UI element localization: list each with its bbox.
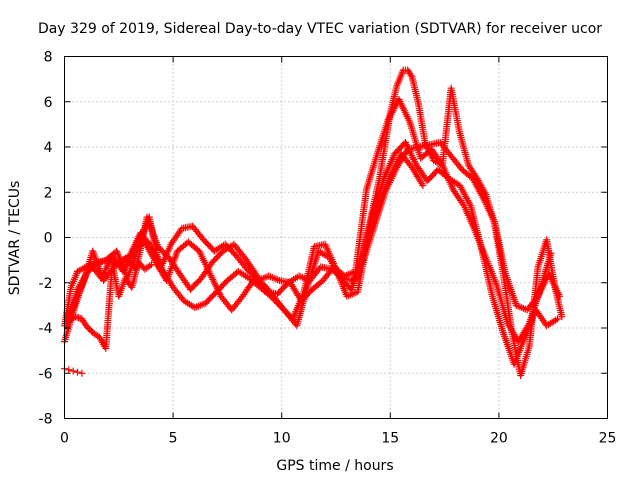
y-tick-label: 4 — [44, 140, 53, 156]
data-point — [554, 315, 561, 323]
y-tick-label: -6 — [39, 366, 53, 382]
x-tick-label: 20 — [490, 431, 508, 447]
data-point — [419, 182, 427, 189]
y-tick-label: -4 — [39, 321, 53, 337]
data-point — [407, 71, 415, 79]
y-tick-label: -2 — [39, 276, 53, 292]
data-point — [146, 262, 154, 270]
y-tick-label: 2 — [44, 185, 53, 201]
x-axis-label: GPS time / hours — [276, 458, 393, 474]
x-tick-label: 10 — [273, 431, 291, 447]
y-tick-label: -8 — [39, 412, 53, 428]
y-tick-label: 8 — [44, 50, 53, 66]
x-tick-labels: 0 5 10 15 20 25 — [60, 431, 616, 447]
y-tick-label: 6 — [44, 95, 53, 111]
data-points — [61, 66, 566, 379]
data-point — [315, 265, 323, 273]
y-tick-label: 0 — [44, 231, 53, 247]
data-point — [69, 367, 77, 375]
y-tick-labels: -8 -6 -4 -2 0 2 4 6 8 — [39, 50, 53, 428]
chart-title: Day 329 of 2019, Sidereal Day-to-day VTE… — [38, 21, 602, 37]
axis-ticks — [64, 56, 608, 419]
data-point — [74, 368, 81, 376]
data-point — [78, 369, 86, 377]
y-axis-label: SDTVAR / TECUs — [7, 181, 23, 296]
x-tick-label: 5 — [169, 431, 178, 447]
data-point — [65, 366, 73, 374]
data-point — [481, 189, 489, 197]
data-point — [459, 200, 467, 208]
data-point — [147, 261, 155, 269]
x-tick-label: 15 — [381, 431, 399, 447]
data-point — [558, 313, 566, 321]
x-tick-label: 25 — [599, 431, 617, 447]
x-tick-label: 0 — [60, 431, 69, 447]
